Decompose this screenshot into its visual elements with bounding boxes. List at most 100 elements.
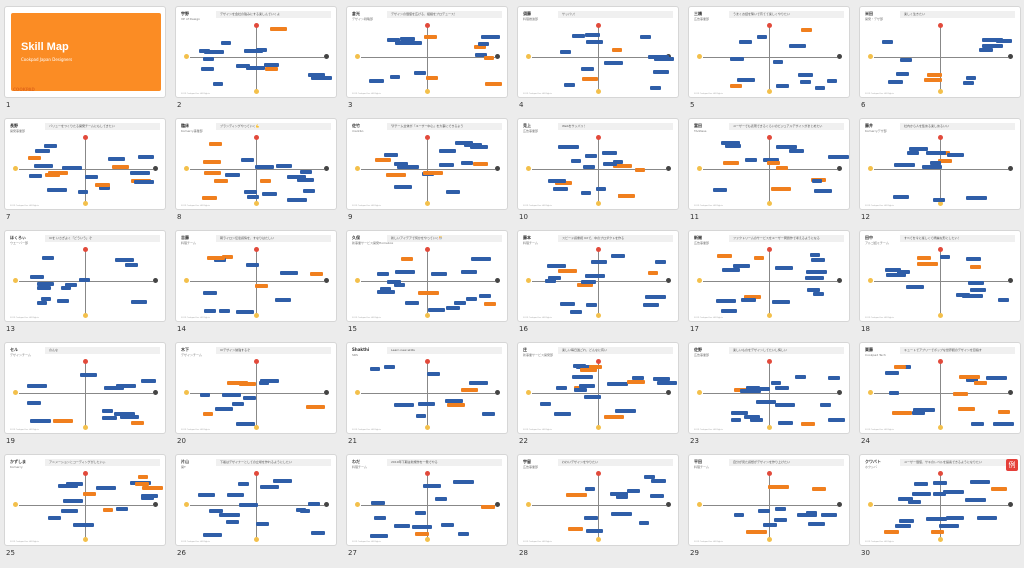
slide-thumbnail[interactable]: 米田 開発・デザ部 楽しく生きたい 2019 Cookpad Inc. All Rig… xyxy=(859,6,1023,120)
slide-canvas[interactable]: 富田 TAddess ユーザーでも表現できるくらいのビジュアルデザインがまとめたい 2… xyxy=(688,118,850,210)
skill-tag xyxy=(750,418,763,422)
slide-canvas[interactable]: 佐野 広告事業部 楽しいものをデザインしてたいし悔しい 2019 Cookpad In… xyxy=(688,342,850,434)
skill-tag xyxy=(986,376,1007,380)
slide-thumbnail[interactable]: 久保 新事業サービス開発Homebox 新しいアイデアで何かをやっていく🎊 2019 … xyxy=(346,230,510,344)
skill-tag xyxy=(435,497,447,501)
slide-canvas[interactable]: かずしま Komerry アニメーションとコーディングがしたいぃ 2019 Cookp… xyxy=(4,454,166,546)
slide-canvas[interactable]: 藤本 料理チーム スピード感重視 UXで、中のプロダクトを作る 2019 Cookpa… xyxy=(517,230,679,322)
slide-canvas[interactable]: 木下 デザインチーム UIデザイン勉強するぞ 2019 Cookpad Inc. Al… xyxy=(175,342,337,434)
slide-thumbnail[interactable]: Shakthi SRS Learn new skills 2019 Cookpad I… xyxy=(346,342,510,456)
slide-thumbnail[interactable]: 三橋 広告事業部 うまくお話を繋いで育てて楽しくやりたい 2019 Cookpad I… xyxy=(688,6,852,120)
skill-tag xyxy=(939,524,959,528)
slide-canvas[interactable]: Shakthi SRS Learn new skills 2019 Cookpad I… xyxy=(346,342,508,434)
slide-thumbnail[interactable]: 佐野 広告事業部 楽しいものをデザインしてたいし悔しい 2019 Cookpad In… xyxy=(688,342,852,456)
slide-thumbnail[interactable]: 吉藤 料理チーム 朝ライロン伝達感情を、すなりはたしい 2019 Cookpad In… xyxy=(175,230,339,344)
slide-canvas[interactable]: 庄新事業サービス開発部 楽しい毎日過ごれ、どんなに有い 2019 Cookpad I… xyxy=(517,342,679,434)
face-icon xyxy=(184,278,189,283)
heart-icon xyxy=(425,359,430,364)
goal-quote: UIを いさぎよく「どういう」ぞ xyxy=(45,235,160,242)
slide-canvas[interactable]: 宇野 VP of Design デザインを会社の強みにする楽しんでいくよ 2019 C… xyxy=(175,6,337,98)
skill-tag xyxy=(996,39,1012,43)
slide-canvas[interactable]: わだ 料理チーム 2019年下期は新規作を一発でやる 2019 Cookpad Inc… xyxy=(346,454,508,546)
slide-canvas[interactable]: 須藤 料理推進部 サッパリ！ 2019 Cookpad Inc. All Rights xyxy=(517,6,679,98)
slide-thumbnail[interactable]: かずしま Komerry アニメーションとコーディングがしたいぃ 2019 Cookp… xyxy=(4,454,168,568)
slide-canvas[interactable]: Skill Map Cookpad Japan Designers COOKPAD xyxy=(4,6,166,98)
skill-tag xyxy=(482,412,495,416)
slide-thumbnail[interactable]: 佐竹 markbo 🐮チーム全体が「ユーザー中心」を大事にできるよう 2019 Coo… xyxy=(346,118,510,232)
smile-icon xyxy=(596,313,601,318)
skill-tag xyxy=(581,67,594,71)
skill-tag xyxy=(34,164,53,168)
horizontal-axis xyxy=(19,505,153,506)
slide-thumbnail[interactable]: 栗藤 Cookpad Tech キュートでアプリーでポップな世界観のデザインを目指す… xyxy=(859,342,1023,456)
slide-thumbnail[interactable]: 平田 料理チーム 自分が見た感想がデザインを作り上げたい 2019 Cookpad I… xyxy=(688,454,852,568)
slide-thumbnail[interactable]: 木下 デザインチーム UIデザイン勉強するぞ 2019 Cookpad Inc. Al… xyxy=(175,342,339,456)
slide-canvas[interactable]: 米田 開発・デザ部 楽しく生きたい 2019 Cookpad Inc. All Rig… xyxy=(859,6,1021,98)
slide-thumbnail[interactable]: 田中 アルゴ話ミチーム すべてを今に楽しくて綺麗な形にしたい！ 2019 Cookpa… xyxy=(859,230,1023,344)
skill-tag xyxy=(266,379,279,383)
slide-thumbnail[interactable]: 臨床 Komerry事業部 ブランディングやっていく💪 2019 Cookpad In… xyxy=(175,118,339,232)
slide-canvas[interactable]: ほくろぃ ウエーバー部 UIを いさぎよく「どういう」ぞ 2019 Cookpad I… xyxy=(4,230,166,322)
skill-tag xyxy=(112,165,129,169)
slide-canvas[interactable]: 見上 広告事業部 Webをサッパリ！ 2019 Cookpad Inc. All Ri… xyxy=(517,118,679,210)
skill-tag xyxy=(540,402,551,406)
hammer-icon xyxy=(495,502,500,507)
person-role: 広告事業部 xyxy=(694,241,710,245)
slide-thumbnail[interactable]: 片山 開T 下着はデザイナーとしての立場を作れるようにしたい 2019 Cookpad… xyxy=(175,454,339,568)
slide-canvas[interactable]: クワバト ホクシバ ユーザー価値、サキのレベルを提案できるようになりたい 2019 C… xyxy=(859,454,1021,546)
slide-thumbnail[interactable]: 須藤 料理推進部 サッパリ！ 2019 Cookpad Inc. All Rights… xyxy=(517,6,681,120)
slide-thumbnail[interactable]: 倉光 デザイン戦略部 デザインの価値を広げる、組織をプロデュース！ 2019 Cook… xyxy=(346,6,510,120)
hammer-icon xyxy=(837,502,842,507)
skill-tag xyxy=(466,297,477,301)
skill-tag xyxy=(721,309,737,313)
vertical-axis xyxy=(769,137,770,203)
slide-canvas[interactable]: 臨床 Komerry事業部 ブランディングやっていく💪 2019 Cookpad In… xyxy=(175,118,337,210)
slide-thumbnail[interactable]: 新開 広告事業部 ファクトリームのサービスをユーザー問題作で考えるようになる 2019… xyxy=(688,230,852,344)
skill-tag xyxy=(657,381,677,385)
slide-canvas[interactable]: 平田 料理チーム 自分が見た感想がデザインを作り上げたい 2019 Cookpad I… xyxy=(688,454,850,546)
slide-thumbnail[interactable]: クワバト ホクシバ ユーザー価値、サキのレベルを提案できるようになりたい 2019 C… xyxy=(859,454,1023,568)
slide-thumbnail[interactable]: 見上 広告事業部 Webをサッパリ！ 2019 Cookpad Inc. All Ri… xyxy=(517,118,681,232)
slide-canvas[interactable]: 栗藤 Cookpad Tech キュートでアプリーでポップな世界観のデザインを目指す… xyxy=(859,342,1021,434)
slide-thumbnail[interactable]: 藤井 Komerryデザ部 社内から人を集める楽しめるいい 2019 Cookpad … xyxy=(859,118,1023,232)
slide-thumbnail[interactable]: 長野 開発事業部 バリューをつくりたる開発チームにもしてきたい 2019 Cookpa… xyxy=(4,118,168,232)
slide-thumbnail[interactable]: 庄新事業サービス開発部 楽しい毎日過ごれ、どんなに有い 2019 Cookpad I… xyxy=(517,342,681,456)
slide-canvas[interactable]: 三橋 広告事業部 うまくお話を繋いで育てて楽しくやりたい 2019 Cookpad I… xyxy=(688,6,850,98)
slide-thumbnail[interactable]: わだ 料理チーム 2019年下期は新規作を一発でやる 2019 Cookpad Inc… xyxy=(346,454,510,568)
slide-canvas[interactable]: 新開 広告事業部 ファクトリームのサービスをユーザー問題作で考えるようになる 2019… xyxy=(688,230,850,322)
slide-canvas[interactable]: 藤井 Komerryデザ部 社内から人を集める楽しめるいい 2019 Cookpad … xyxy=(859,118,1021,210)
face-icon xyxy=(184,166,189,171)
skill-tag xyxy=(789,44,806,48)
skill-tag xyxy=(908,500,921,504)
slide-thumbnail[interactable]: Skill Map Cookpad Japan Designers COOKPAD 1 xyxy=(4,6,168,120)
slide-thumbnail[interactable]: ほくろぃ ウエーバー部 UIを いさぎよく「どういう」ぞ 2019 Cookpad I… xyxy=(4,230,168,344)
slide-thumbnail[interactable]: 宇留 広告事業部 わわいデザインをやりたい 2019 Cookpad Inc. All… xyxy=(517,454,681,568)
slide-thumbnail[interactable]: セル デザインチーム のんな 2019 Cookpad Inc. All Rights… xyxy=(4,342,168,456)
slide-thumbnail[interactable]: 富田 TAddess ユーザーでも表現できるくらいのビジュアルデザインがまとめたい 2… xyxy=(688,118,852,232)
heart-icon xyxy=(767,135,772,140)
slide-subtitle: Cookpad Japan Designers xyxy=(21,57,73,62)
person-name: 宇野 xyxy=(181,11,189,16)
skill-tag xyxy=(116,384,136,388)
skill-tag xyxy=(922,165,942,169)
slide-canvas[interactable]: 片山 開T 下着はデザイナーとしての立場を作れるようにしたい 2019 Cookpad… xyxy=(175,454,337,546)
slide-canvas[interactable]: 田中 アルゴ話ミチーム すべてを今に楽しくて綺麗な形にしたい！ 2019 Cookpa… xyxy=(859,230,1021,322)
slide-canvas[interactable]: 長野 開発事業部 バリューをつくりたる開発チームにもしてきたい 2019 Cookpa… xyxy=(4,118,166,210)
slide-canvas[interactable]: 吉藤 料理チーム 朝ライロン伝達感情を、すなりはたしい 2019 Cookpad In… xyxy=(175,230,337,322)
skill-tag xyxy=(548,276,561,280)
skill-tag xyxy=(739,40,752,44)
skill-tag xyxy=(99,186,110,190)
skill-tag xyxy=(566,493,587,497)
skill-tag xyxy=(898,497,913,501)
slide-thumbnail[interactable]: 藤本 料理チーム スピード感重視 UXで、中のプロダクトを作る 2019 Cookpa… xyxy=(517,230,681,344)
slide-thumbnail[interactable]: 宇野 VP of Design デザインを会社の強みにする楽しんでいくよ 2019 C… xyxy=(175,6,339,120)
skill-tag xyxy=(650,86,661,90)
slide-canvas[interactable]: セル デザインチーム のんな 2019 Cookpad Inc. All Rights xyxy=(4,342,166,434)
skill-tag xyxy=(102,409,113,413)
slide-canvas[interactable]: 佐竹 markbo 🐮チーム全体が「ユーザー中心」を大事にできるよう 2019 Coo… xyxy=(346,118,508,210)
slide-canvas[interactable]: 宇留 広告事業部 わわいデザインをやりたい 2019 Cookpad Inc. All… xyxy=(517,454,679,546)
slide-canvas[interactable]: 久保 新事業サービス開発Homebox 新しいアイデアで何かをやっていく🎊 2019 … xyxy=(346,230,508,322)
skill-tag xyxy=(222,255,233,259)
smile-icon xyxy=(83,313,88,318)
slide-canvas[interactable]: 倉光 デザイン戦略部 デザインの価値を広げる、組織をプロデュース！ 2019 Cook… xyxy=(346,6,508,98)
